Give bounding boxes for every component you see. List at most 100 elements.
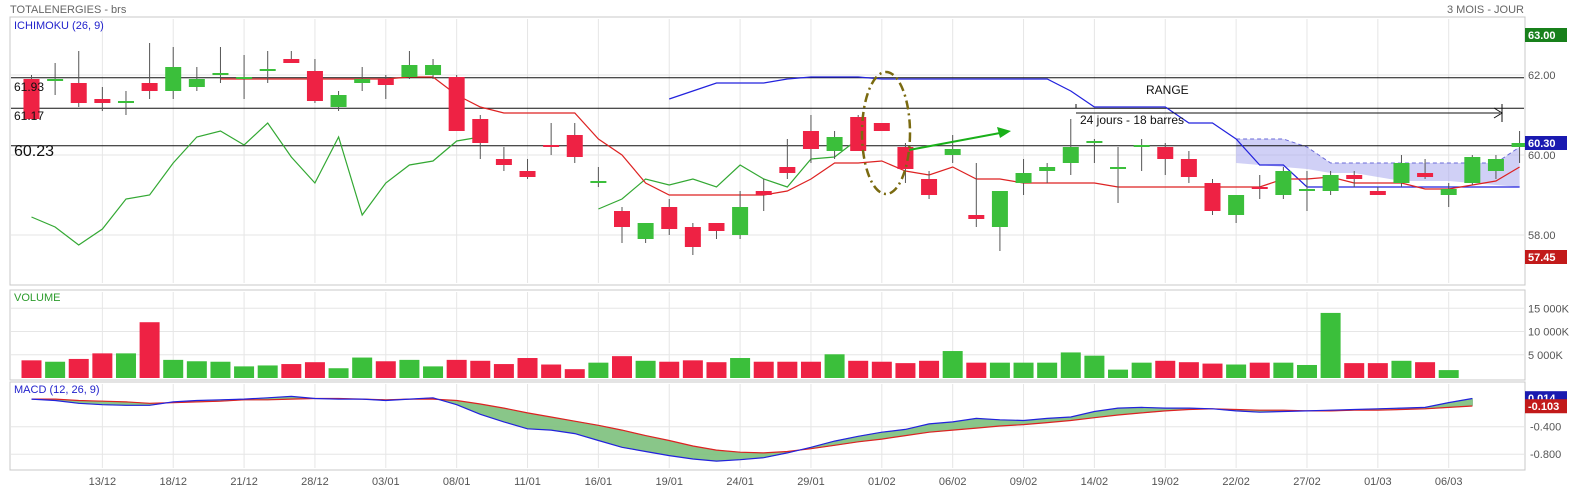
candle-body — [1464, 157, 1481, 183]
volume-bar — [1344, 363, 1365, 378]
volume-bar — [68, 358, 89, 378]
candle-body — [472, 119, 489, 143]
volume-bar — [1060, 352, 1081, 378]
candle — [425, 59, 442, 79]
range-label: RANGE — [1146, 83, 1189, 97]
candle-body — [283, 59, 300, 63]
candle — [1346, 171, 1363, 187]
candle-body — [873, 123, 890, 131]
volume-bar — [682, 360, 703, 378]
y-tick-label-price: 62.00 — [1528, 70, 1556, 82]
range-measure-label: 24 jours - 18 barres — [1080, 113, 1184, 127]
volume-bar — [753, 361, 774, 378]
candle-body — [590, 181, 607, 183]
candle — [684, 223, 701, 255]
x-tick-label: 24/01 — [726, 476, 754, 488]
price-panel — [9, 16, 1526, 286]
horizontal-levels — [11, 77, 1524, 147]
candle — [70, 51, 87, 107]
candle — [306, 59, 323, 103]
volume-bar — [1202, 363, 1223, 378]
volume-bar — [281, 364, 302, 378]
volume-bar — [115, 353, 136, 378]
volume-bar — [1273, 362, 1294, 378]
low-badge-bg — [1525, 250, 1567, 264]
chikou-line — [31, 122, 481, 246]
volume-bar — [1391, 360, 1412, 378]
candle — [1039, 163, 1056, 183]
candle — [968, 163, 985, 227]
candle-body — [755, 191, 772, 195]
x-tick-label: 03/01 — [372, 476, 400, 488]
x-tick-label: 13/12 — [89, 476, 117, 488]
x-tick-label: 22/02 — [1222, 476, 1250, 488]
candle-body — [165, 67, 182, 91]
volume-bar — [777, 361, 798, 378]
candle-body — [236, 77, 253, 79]
candle-body — [94, 99, 111, 103]
candle — [141, 43, 158, 99]
candle — [944, 135, 961, 163]
volume-bar — [328, 368, 349, 378]
candle-body — [1369, 191, 1386, 195]
candle-body — [1180, 159, 1197, 177]
cloud-upper-edge — [1236, 138, 1520, 164]
candle — [1204, 179, 1221, 215]
volume-bar — [163, 359, 184, 378]
volume-bar — [1438, 370, 1459, 378]
last-price-badge-bg — [1525, 136, 1567, 150]
candle-body — [566, 135, 583, 157]
candle-body — [1511, 143, 1528, 147]
candle-body — [1346, 175, 1363, 179]
candle-body — [1251, 187, 1268, 189]
candle-body — [1157, 147, 1174, 159]
candle-body — [779, 167, 796, 173]
candle-body — [1228, 195, 1245, 215]
candle — [637, 223, 654, 243]
high-badge-text: 63.00 — [1528, 30, 1556, 42]
candle — [708, 223, 725, 239]
candle-body — [1062, 147, 1079, 163]
candle — [921, 171, 938, 199]
macd-panel — [9, 381, 1526, 471]
volume-bar — [730, 358, 751, 378]
last-price-badge: 60.30 — [1525, 136, 1567, 150]
candle-body — [543, 145, 560, 147]
level-label-61-93: 61.93 — [14, 80, 44, 94]
volume-bar — [1249, 362, 1270, 378]
candle — [1322, 171, 1339, 195]
volume-bar — [446, 359, 467, 378]
candle — [732, 191, 749, 239]
volume-bar — [210, 361, 231, 378]
axis-labels: 13/12 18/12 21/12 28/12 03/01 08/01 11/01 16/01… — [89, 28, 1570, 488]
volume-bar — [304, 362, 325, 378]
candle — [283, 51, 300, 63]
candle — [543, 123, 560, 155]
trend-arrow-head — [997, 127, 1011, 138]
candle-body — [991, 191, 1008, 227]
volume-bar — [942, 351, 963, 378]
volume-bar — [706, 362, 727, 378]
volume-bar — [966, 362, 987, 378]
candle-body — [188, 79, 205, 87]
low-badge-text: 57.45 — [1528, 252, 1556, 264]
volume-bar — [1084, 355, 1105, 378]
candle — [1275, 167, 1292, 199]
candle — [1015, 159, 1032, 195]
x-tick-label: 08/01 — [443, 476, 471, 488]
ichimoku-label: ICHIMOKU (26, 9) — [14, 20, 104, 32]
candle-body — [519, 171, 536, 177]
volume-bar — [895, 363, 916, 378]
ichimoku-cloud — [1236, 138, 1520, 187]
x-tick-label: 18/12 — [159, 476, 187, 488]
candle — [448, 75, 465, 131]
candle — [1110, 147, 1127, 203]
candle — [212, 47, 229, 83]
candle — [1180, 151, 1197, 183]
candle — [519, 159, 536, 179]
low-badge: 57.45 — [1525, 250, 1567, 264]
volume-bar — [919, 360, 940, 378]
volume-bar — [1178, 362, 1199, 378]
candle — [259, 51, 276, 83]
volume-label: VOLUME — [14, 292, 60, 304]
